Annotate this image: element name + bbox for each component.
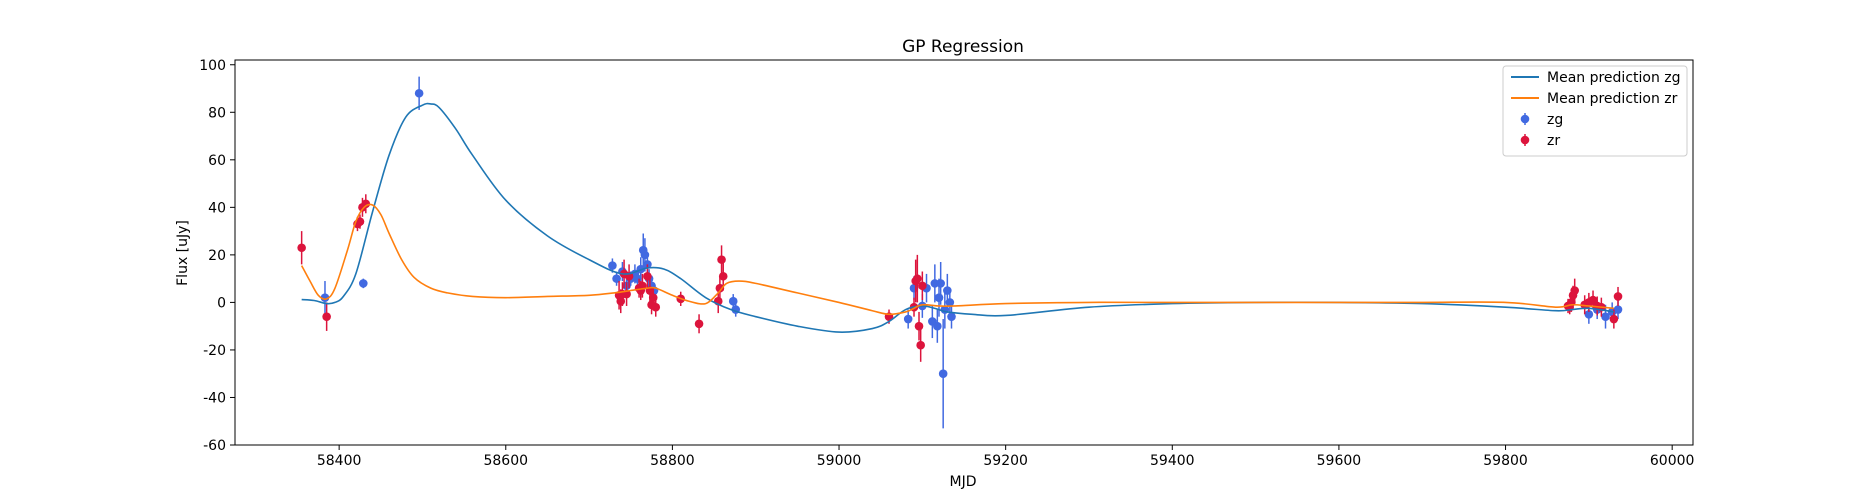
data-point-zg: [359, 279, 368, 288]
series-line-zr: [300, 203, 1614, 316]
data-point-zg: [936, 279, 945, 288]
legend-label: zr: [1547, 133, 1560, 149]
data-point-zr: [717, 255, 726, 264]
data-point-zr: [694, 319, 704, 329]
legend-box: [1502, 65, 1688, 157]
legend-label: zg: [1547, 112, 1563, 128]
legend-item: Mean prediction zr: [1511, 91, 1678, 107]
legend-item: Mean prediction zg: [1511, 70, 1681, 86]
legend-item: zr: [1520, 133, 1560, 149]
legend-label: Mean prediction zr: [1547, 91, 1678, 107]
x-tick-label: 58600: [483, 453, 528, 469]
x-tick-label: 59800: [1483, 453, 1528, 469]
data-point-zg: [1613, 305, 1623, 314]
data-point-zr: [355, 217, 365, 226]
data-point-zr: [916, 340, 925, 350]
data-point-zg: [1584, 309, 1594, 319]
data-point-zg: [933, 321, 942, 331]
x-tick-label: 59200: [983, 453, 1028, 469]
y-tick-label: 40: [208, 200, 226, 216]
x-tick-label: 58800: [650, 453, 695, 469]
data-point-zr: [616, 296, 626, 306]
data-point-zr: [914, 321, 924, 331]
series-zg-points: [320, 76, 1623, 429]
x-tick-label: 60000: [1650, 453, 1695, 469]
x-tick-label: 59000: [817, 453, 862, 469]
data-point-zg: [608, 261, 617, 270]
data-point-zg: [938, 369, 948, 379]
x-tick-label: 59600: [1317, 453, 1362, 469]
x-tick-label: 58400: [317, 453, 362, 469]
data-point-zr: [361, 199, 371, 209]
data-point-zr: [913, 274, 922, 283]
data-point-zr: [1570, 286, 1579, 295]
data-point-zg: [934, 293, 944, 302]
chart-title: GP Regression: [902, 37, 1024, 57]
y-tick-label: 20: [208, 248, 226, 264]
data-point-zr: [715, 283, 725, 293]
y-tick-label: 80: [208, 105, 226, 121]
data-point-zr: [1609, 314, 1619, 324]
x-axis-label: MJD: [950, 474, 977, 490]
legend-marker-swatch: [1520, 135, 1530, 145]
x-axis: 58400 58600 58800 59000 59200 59400 59600 59800…: [317, 445, 1695, 469]
data-point-zg: [612, 274, 621, 283]
plot-area: [297, 76, 1623, 429]
plot-frame: [234, 59, 1694, 446]
y-axis-label: Flux [uJy]: [175, 220, 191, 286]
y-tick-label: -60: [203, 438, 226, 454]
legend: Mean prediction zg Mean prediction zr zg zr: [1502, 65, 1688, 157]
data-point-zg: [414, 88, 424, 98]
data-point-zr: [322, 312, 331, 321]
data-point-zg: [945, 298, 955, 307]
data-point-zr: [643, 271, 652, 281]
y-tick-label: 60: [208, 153, 226, 169]
y-axis: -60 -40 -20 0 20 40 60 80 100: [199, 58, 235, 454]
data-point-zr: [718, 271, 728, 281]
data-point-zr: [918, 281, 927, 291]
data-point-zr: [1613, 292, 1623, 301]
y-tick-label: -20: [203, 343, 226, 359]
legend-item: zg: [1520, 112, 1563, 128]
data-point-zr: [297, 243, 306, 253]
data-point-zg: [947, 312, 956, 321]
data-point-zg: [1601, 312, 1610, 321]
data-point-zg: [903, 314, 913, 324]
y-tick-label: -40: [203, 390, 226, 406]
x-tick-label: 59400: [1150, 453, 1195, 469]
legend-label: Mean prediction zg: [1547, 70, 1681, 86]
y-tick-label: 100: [199, 58, 226, 74]
series-zr-points: [297, 194, 1623, 362]
y-tick-label: 0: [217, 295, 226, 311]
data-point-zg: [320, 293, 330, 302]
legend-marker-swatch: [1520, 114, 1530, 124]
data-point-zr: [651, 302, 661, 312]
